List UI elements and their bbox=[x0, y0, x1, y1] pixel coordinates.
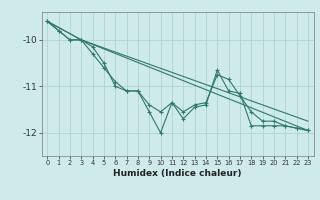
X-axis label: Humidex (Indice chaleur): Humidex (Indice chaleur) bbox=[113, 169, 242, 178]
